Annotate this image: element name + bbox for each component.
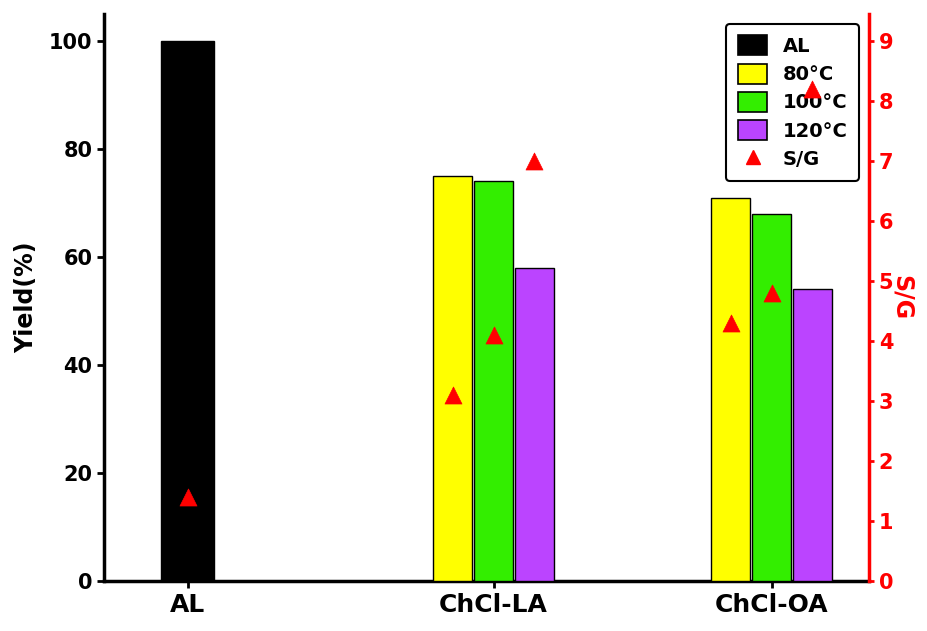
Bar	[433, 176, 472, 581]
Bar	[474, 181, 513, 581]
Bar	[793, 290, 831, 581]
Point	[722, 318, 737, 328]
Y-axis label: Yield(%): Yield(%)	[14, 242, 38, 353]
Point	[763, 288, 778, 298]
Point	[805, 84, 819, 94]
Y-axis label: S/G: S/G	[889, 275, 913, 320]
Point	[486, 330, 501, 340]
Point	[527, 156, 541, 166]
Point	[180, 492, 195, 502]
Bar	[514, 268, 553, 581]
Point	[445, 390, 460, 400]
Legend: AL, 80°C, 100°C, 120°C, S/G: AL, 80°C, 100°C, 120°C, S/G	[726, 23, 858, 180]
Bar	[710, 198, 749, 581]
Bar	[161, 41, 214, 581]
Bar	[752, 214, 790, 581]
